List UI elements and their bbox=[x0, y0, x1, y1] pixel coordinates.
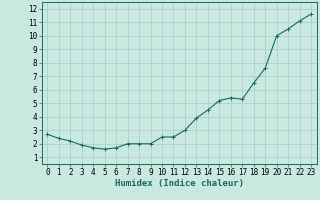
X-axis label: Humidex (Indice chaleur): Humidex (Indice chaleur) bbox=[115, 179, 244, 188]
